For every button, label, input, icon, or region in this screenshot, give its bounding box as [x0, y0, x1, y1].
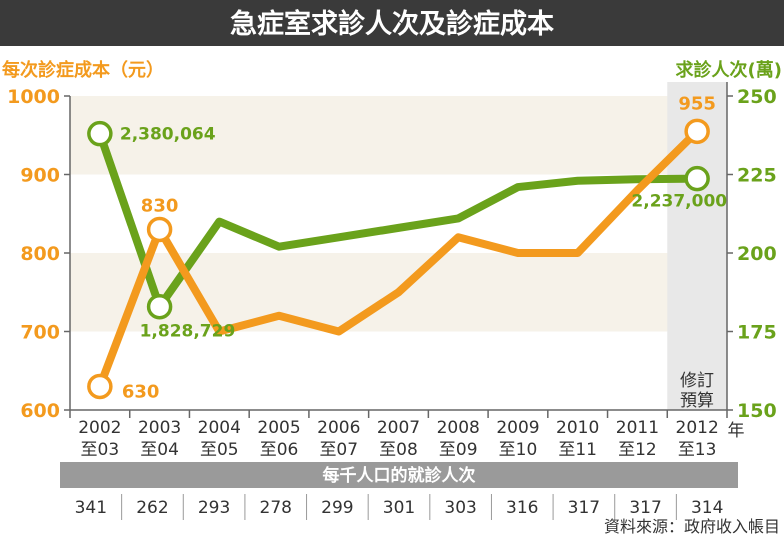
left-tick-label: 900 — [20, 165, 60, 187]
x-tick-label-period: 至11 — [558, 440, 597, 460]
x-tick-label-period: 至13 — [678, 440, 717, 460]
x-tick-label-period: 至03 — [81, 440, 120, 460]
table-row: 341 262 293 278 299 301 303 316 317 317 314 — [75, 494, 723, 520]
x-tick-label-period: 至06 — [260, 440, 299, 460]
data-label-cost-first: 630 — [122, 381, 160, 402]
x-tick-label-year: 2005 — [257, 418, 300, 438]
right-tick-label: 175 — [737, 322, 777, 344]
right-tick-label: 200 — [737, 243, 777, 265]
data-label-cost-last: 955 — [678, 93, 716, 114]
marker-cost — [684, 118, 710, 145]
table-cell: 262 — [136, 498, 168, 518]
x-tick-label-period: 至12 — [618, 440, 657, 460]
x-tick-label-year: 2002 — [78, 418, 121, 438]
series-line-visits — [96, 132, 698, 311]
x-tick-label-period: 至04 — [140, 440, 179, 460]
chart-title: 急症室求診人次及診症成本 — [230, 8, 554, 40]
budget-label-line1: 修訂 — [680, 371, 714, 391]
x-tick-label-period: 至10 — [499, 440, 538, 460]
title-bar — [0, 0, 784, 46]
table-cell: 303 — [444, 498, 476, 518]
right-tick-label: 225 — [737, 165, 777, 187]
marker-visits — [684, 165, 710, 192]
marker-visits — [87, 120, 113, 147]
data-label-visits-first: 2,380,064 — [120, 125, 216, 145]
series-layer — [87, 118, 710, 400]
marker-visits — [146, 293, 173, 320]
annotations: 2,380,064 1,828,729 2,237,000 630 830 955 — [120, 93, 727, 402]
x-unit-label: 年 — [728, 421, 745, 441]
x-tick-label-year: 2008 — [437, 418, 480, 438]
x-axis: 2002至032003至042004至052005至062006至072007至… — [69, 409, 728, 460]
series-line-cost — [96, 128, 700, 388]
table-cell: 301 — [383, 498, 415, 518]
table-cell: 316 — [506, 498, 538, 518]
x-tick-label-year: 2003 — [138, 418, 181, 438]
x-tick-label-period: 至05 — [200, 440, 239, 460]
x-tick-label-period: 至07 — [319, 440, 358, 460]
right-axis: 150 175 200 225 250 — [726, 82, 777, 422]
table-cell: 299 — [321, 498, 353, 518]
left-tick-label: 800 — [20, 243, 60, 265]
budget-label-line2: 預算 — [680, 391, 714, 411]
x-tick-label-year: 2012 — [676, 418, 719, 438]
table-cell: 278 — [260, 498, 292, 518]
table-cell: 317 — [629, 498, 661, 518]
x-tick-label-year: 2010 — [556, 418, 599, 438]
left-tick-label: 600 — [20, 400, 60, 422]
left-axis: 600 700 800 900 1000 — [7, 86, 71, 422]
table-header-bar — [60, 462, 738, 488]
x-tick-label-year: 2011 — [616, 418, 659, 438]
table-cell: 314 — [691, 498, 723, 518]
data-label-cost-peak: 830 — [141, 195, 179, 216]
x-tick-label-period: 至09 — [439, 440, 478, 460]
source-note: 資料來源：政府收入帳目 — [604, 517, 780, 536]
x-tick-label-year: 2006 — [317, 418, 360, 438]
left-axis-label: 每次診症成本（元） — [2, 59, 164, 81]
right-tick-label: 150 — [737, 400, 777, 422]
table-cell: 293 — [198, 498, 230, 518]
right-tick-label: 250 — [737, 86, 777, 108]
x-tick-label-year: 2007 — [377, 418, 420, 438]
table-cell: 341 — [75, 498, 107, 518]
data-label-visits-low: 1,828,729 — [140, 322, 236, 342]
left-tick-label: 700 — [20, 322, 60, 344]
left-tick-label: 1000 — [7, 86, 60, 108]
x-tick-label-year: 2004 — [198, 418, 241, 438]
x-tick-label-period: 至08 — [379, 440, 418, 460]
marker-cost — [146, 216, 173, 243]
table-header: 每千人口的就診人次 — [323, 465, 476, 486]
x-tick-label-year: 2009 — [496, 418, 539, 438]
plot-band-0 — [70, 96, 727, 175]
marker-cost — [87, 373, 113, 400]
right-axis-label: 求診人次(萬) — [676, 59, 782, 81]
data-label-visits-last: 2,237,000 — [631, 192, 727, 212]
table-cell: 317 — [568, 498, 600, 518]
